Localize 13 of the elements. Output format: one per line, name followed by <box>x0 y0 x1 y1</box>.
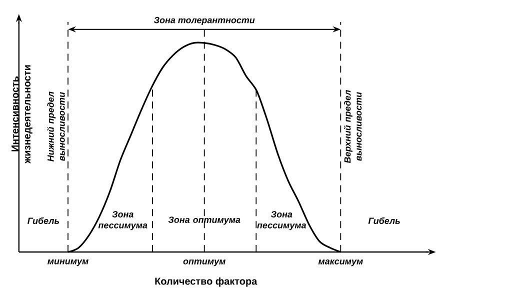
annotation: Зона пессимума <box>257 211 306 230</box>
text: Гибель <box>28 217 60 224</box>
x-tick-label: оптимум <box>183 259 226 266</box>
y-axis-title: Интенсивность жизнедеятельности <box>12 65 32 164</box>
annotation: Зона пессимума <box>98 211 148 230</box>
annotation: Нижний предел выносливости <box>47 92 65 162</box>
x-axis-title: Количество фактора <box>155 277 258 287</box>
text: Гибель <box>368 217 400 224</box>
text: Зона толерантности <box>154 16 255 26</box>
annotation: Верхний предел выносливости <box>344 90 362 164</box>
annotation: Зона оптимума <box>168 216 240 225</box>
x-tick-label: минимум <box>48 260 88 266</box>
x-tick-label: максимум <box>318 260 363 266</box>
